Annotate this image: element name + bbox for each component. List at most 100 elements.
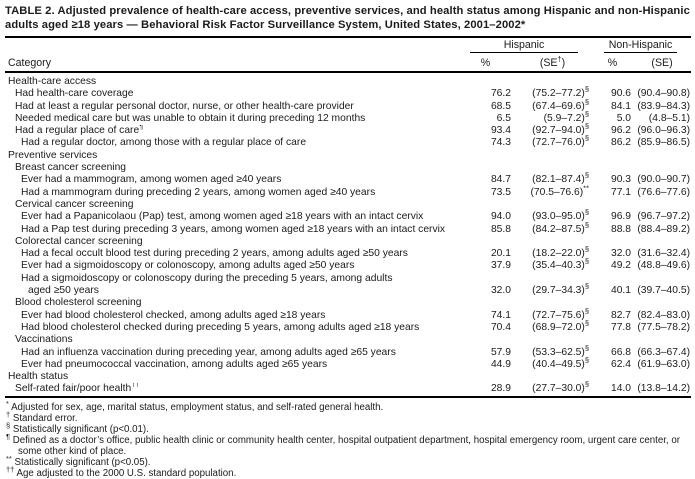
hispanic-se-cell: (92.7–94.0)§ [513,123,592,137]
hispanic-pct-cell: 74.3 [458,137,513,149]
category-cell: Ever had blood cholesterol checked, amon… [5,310,458,322]
footnote-text: Statistically significant (p<0.05). [14,456,151,468]
hispanic-se-cell: (18.2–22.0)§ [513,245,592,260]
value: (96.0–96.3) [637,125,691,137]
dagger-marker: † [557,54,562,64]
hispanic-se-cell: (29.7–34.3)§ [513,282,592,297]
nonhispanic-pct-cell [592,297,633,309]
value: (93.0–95.0) [532,211,585,223]
se-label-close: ) [561,57,566,69]
category-label: Had a fecal occult blood test during pre… [21,248,408,260]
value: (84.2–87.5) [532,223,585,235]
hispanic-se-cell: (40.4–49.5)§ [513,356,592,371]
category-cell: Health status [5,371,458,383]
value: (27.7–30.0) [532,383,585,395]
value: 82.7 [610,309,632,321]
nonhispanic-se-cell [633,371,691,383]
nonhispanic-se-cell: (61.9–63.0) [633,359,691,371]
category-label: Blood cholesterol screening [15,297,142,309]
value: (77.5–78.2) [637,321,691,333]
value: 57.9 [490,346,511,358]
hispanic-pct-cell: 28.9 [458,383,513,396]
value: 32.0 [610,248,632,260]
category-label: Health status [8,371,69,383]
category-label: Had a regular doctor, among those with a… [21,137,307,149]
hispanic-se-cell: (72.7–75.6)§ [513,307,592,322]
nonhispanic-se-cell: (85.9–86.5) [633,137,691,149]
value: (88.4–89.2) [637,223,691,235]
value: 76.2 [490,88,511,100]
value: 90.6 [610,88,632,100]
table-row: Ever had a sigmoidoscopy or colonoscopy,… [5,258,691,272]
nonhispanic-pct-cell [592,334,633,346]
category-label: Colorectal cancer screening [15,235,143,247]
nonhispanic-se-cell: (66.3–67.4) [633,347,691,359]
category-label: Ever had a Papanicolaou (Pap) test, amon… [21,211,424,223]
hispanic-pct-cell: 93.4 [458,125,513,137]
value: 44.9 [490,358,511,370]
category-cell: Colorectal cancer screening [5,236,458,248]
category-label: Ever had pneumococcal vaccination, among… [21,358,328,370]
value: 37.9 [490,260,511,272]
category-cell: Had a regular doctor, among those with a… [5,137,458,149]
category-label: Ever had a mammogram, among women aged ≥… [21,174,282,186]
hispanic-se-cell: (84.2–87.5)§ [513,221,592,236]
hispanic-pct-cell [458,236,513,248]
nonhispanic-pct-cell [592,150,633,162]
hispanic-pct-cell: 32.0 [458,285,513,297]
category-label: Ever had blood cholesterol checked, amon… [21,309,326,321]
nonhispanic-pct-cell: 84.1 [592,101,633,113]
nonhispanic-se-cell: (82.4–83.0) [633,310,691,322]
nonhispanic-se-cell: (90.0–90.7) [633,174,691,186]
category-cell: Health-care access [5,72,458,88]
hispanic-pct-cell [458,273,513,285]
hispanic-se-cell [513,150,592,162]
value: 5.0 [616,112,632,124]
category-cell: Had at least a regular personal doctor, … [5,101,458,113]
nonhispanic-se-cell [633,334,691,346]
value: 73.5 [490,186,511,198]
hispanic-pct-cell: 44.9 [458,359,513,371]
value: (13.8–14.2) [637,383,691,395]
significance-marker: § [584,97,590,107]
category-cell: Had a sigmoidoscopy or colonoscopy durin… [5,273,458,285]
nonhispanic-pct-cell: 96.2 [592,125,633,137]
category-label: Had a Pap test during preceding 3 years,… [21,223,446,235]
category-cell: Needed medical care but was unable to ob… [5,113,458,125]
nonhispanic-pct-cell: 86.2 [592,137,633,149]
table-row: Needed medical care but was unable to ob… [5,110,691,125]
value: (67.4–69.6) [532,100,585,112]
hispanic-pct-cell: 6.5 [458,113,513,125]
nonhispanic-se-cell: (4.8–5.1) [633,113,691,125]
nonhispanic-pct-cell: 49.2 [592,260,633,272]
table-row: Preventive services [5,150,691,162]
table-row: aged ≥50 years 32.0 (29.7–34.3)§ 40.1 (39.7–… [5,282,691,297]
category-cell: Ever had a sigmoidoscopy or colonoscopy,… [5,260,458,272]
category-cell: Ever had a mammogram, among women aged ≥… [5,174,458,186]
hispanic-pct-cell: 94.0 [458,211,513,223]
nonhispanic-pct-cell: 14.0 [592,383,633,396]
table-row: Vaccinations [5,334,691,346]
hispanic-pct-cell [458,371,513,383]
hispanic-se-header: (SE†) [513,53,593,73]
table-row: Colorectal cancer screening [5,236,691,248]
significance-marker: § [584,306,590,316]
value: (82.4–83.0) [637,309,691,321]
hispanic-pct-header: % [458,53,513,73]
nonhispanic-pct-cell [592,273,633,285]
nonhispanic-se-cell [633,150,691,162]
hispanic-se-cell: (35.4–40.3)§ [513,258,592,272]
footnote: ** Statistically significant (p<0.05). [6,454,689,468]
nonhispanic-se-cell: (76.6–77.6) [633,187,691,199]
nonhispanic-se-cell [633,273,691,285]
table-body: Health-care access Had health-care covera… [5,72,691,397]
footnote-marker: * [6,398,9,408]
value: 32.0 [490,285,511,297]
footnote-text: Adjusted for sex, age, marital status, e… [11,401,384,413]
nonhispanic-pct-cell: 5.0 [592,113,633,125]
category-cell: Self-rated fair/poor health†† [5,383,458,396]
footnotes: * Adjusted for sex, age, marital status,… [5,398,691,478]
nonhispanic-se-cell: (39.7–40.5) [633,285,691,297]
nonhispanic-se-header: (SE) [633,53,692,73]
table-row: Ever had blood cholesterol checked, amon… [5,307,691,322]
